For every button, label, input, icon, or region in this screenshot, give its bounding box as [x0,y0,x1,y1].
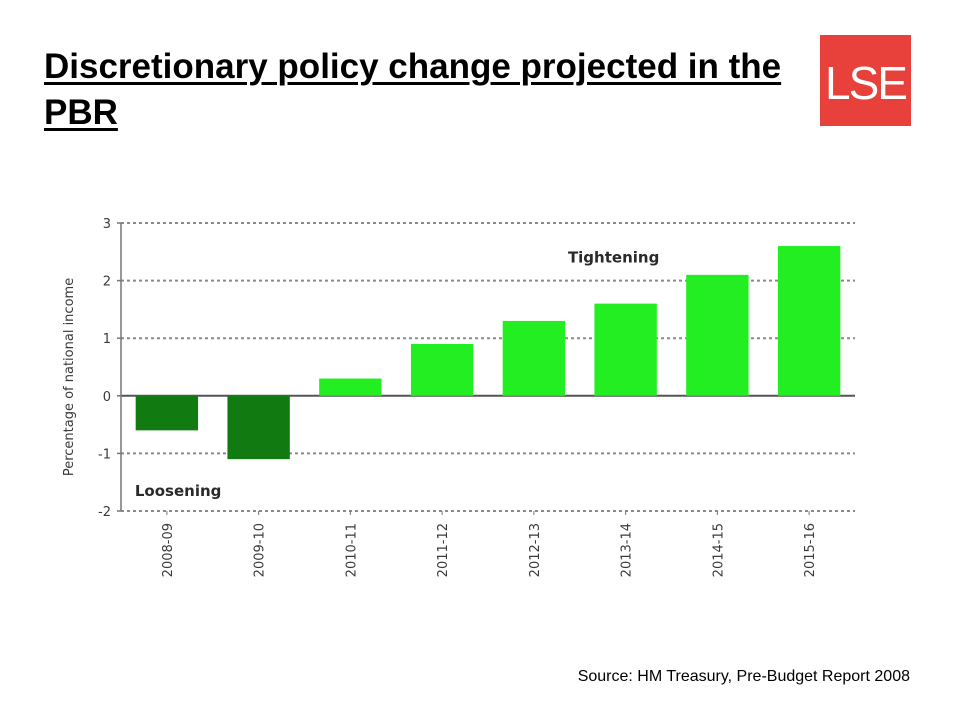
x-tick-labels: 2008-09 2009-10 2010-11 2011-12 2012-13 2013-… [161,511,818,577]
x-tick-label: 2010-11 [344,523,359,577]
x-tick-label: 2012-13 [528,523,543,577]
bars [135,246,841,460]
bar-2015-16 [777,246,841,396]
y-tick-label: 2 [103,275,111,290]
bar-2010-11 [319,378,382,396]
annotation-tightening: Tightening [568,249,659,267]
lse-logo: LSE [820,35,911,126]
bar-2012-13 [502,320,566,396]
y-tick-label: 1 [103,332,111,347]
slide-title: Discretionary policy change projected in… [44,47,782,132]
y-tick-labels: 3 2 1 0 -1 -2 [98,217,111,520]
x-tick-label: 2011-12 [436,523,451,577]
y-tick-label: -2 [98,505,111,520]
bar-2009-10 [227,395,290,460]
y-tick-label: 3 [103,217,111,232]
annotation-loosening: Loosening [135,482,222,500]
x-tick-label: 2009-10 [253,523,268,577]
y-tick-label: -1 [98,447,111,462]
y-axis-label: Percentage of national income [62,278,77,476]
bar-2011-12 [410,343,474,396]
source-note: Source: HM Treasury, Pre-Budget Report 2… [577,668,910,685]
annotations: Tightening Loosening [135,249,659,500]
x-tick-label: 2014-15 [711,523,726,577]
bar-2008-09 [135,395,199,431]
y-tick-label: 0 [103,390,111,405]
lse-logo-background [820,35,911,126]
bar-2014-15 [686,274,749,396]
x-tick-label: 2015-16 [803,523,818,577]
x-tick-label: 2008-09 [161,523,176,577]
policy-change-chart: 3 2 1 0 -1 -2 2008-09 2009-10 2010-11 2011-12 201… [62,217,855,577]
bar-2013-14 [594,303,657,396]
x-tick-label: 2013-14 [620,523,635,577]
lse-logo-text: LSE [825,57,906,109]
